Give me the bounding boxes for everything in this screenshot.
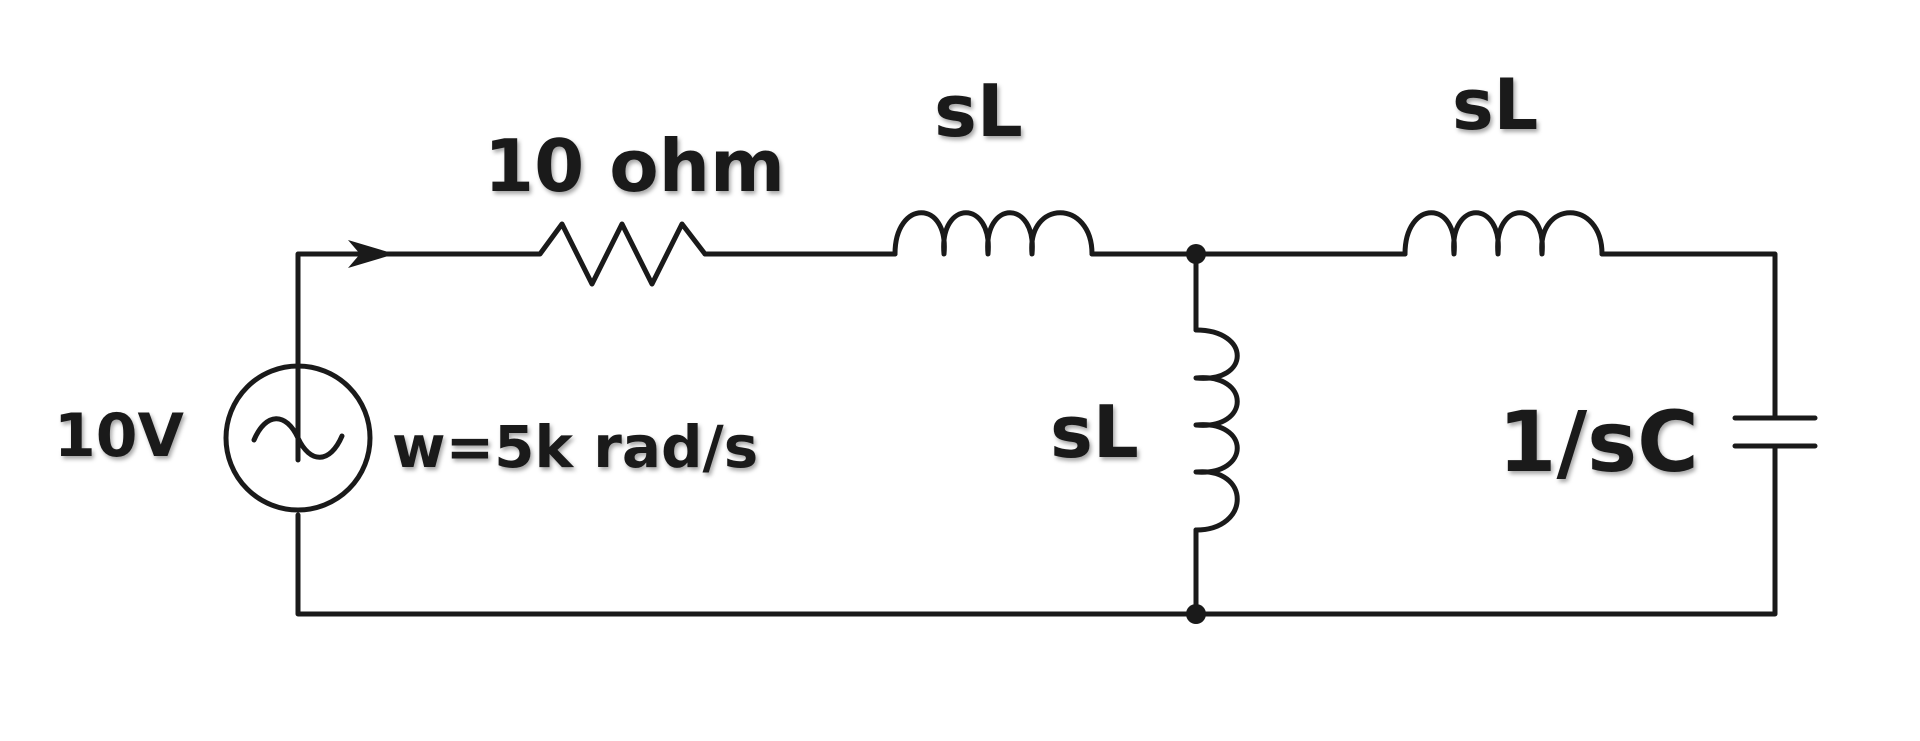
resistor-label: 10 ohm: [484, 124, 786, 208]
resistor-symbol: [517, 221, 708, 287]
source-voltage-label: 10V: [54, 401, 184, 471]
series-inductor-1-label: sL: [934, 69, 1023, 153]
wire-top-left: [295, 251, 523, 463]
series-inductor-2-label: sL: [1452, 64, 1539, 146]
inductor-series-1-symbol: [892, 210, 1095, 257]
source-frequency-label: w=5k rad/s: [392, 413, 759, 481]
inductor-shunt-symbol: [1193, 327, 1240, 533]
arrow-right-icon: [348, 240, 395, 268]
shunt-inductor-label: sL: [1050, 390, 1139, 474]
junction-node-bottom: [1186, 604, 1206, 624]
inductor-series-2-symbol: [1402, 210, 1605, 257]
wire-inductor-to-right: [1599, 251, 1778, 421]
wire-right-bottom: [295, 443, 1778, 617]
junction-node-top: [1186, 244, 1206, 264]
capacitor-label: 1/sC: [1498, 393, 1699, 491]
ac-voltage-source-icon: [223, 363, 373, 513]
